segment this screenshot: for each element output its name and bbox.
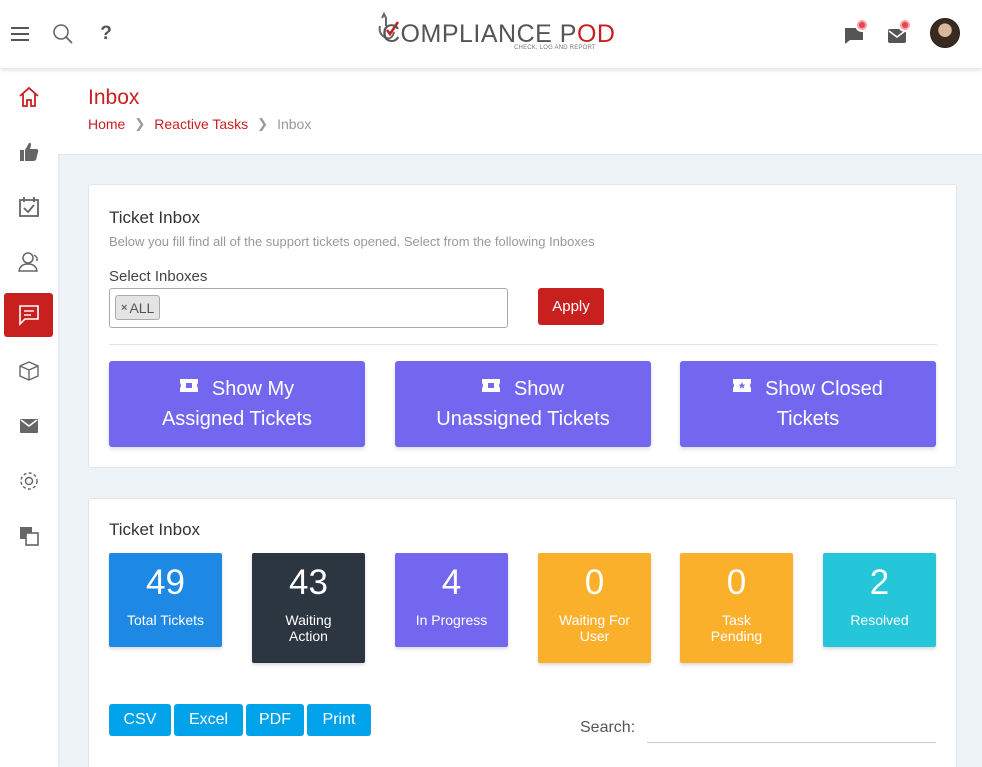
card-title: Ticket Inbox [109,208,201,227]
breadcrumb-reactive-tasks[interactable]: Reactive Tasks [154,116,249,132]
card-subtitle: Below you fill find all of the support t… [109,234,595,249]
ticket-icon [481,371,500,401]
logo-tagline: CHECK, LOG AND REPORT [514,45,596,51]
gear-icon [19,472,38,490]
card-title: Ticket Inbox [109,520,201,539]
ticket-inbox-filter-card: Ticket Inbox Below you fill find all of … [88,184,957,468]
search-label: Search: [580,719,636,736]
sidebar-item-tasks[interactable] [4,185,53,229]
sidebar [0,68,58,767]
export-excel-button[interactable]: Excel [174,704,243,736]
breadcrumb-current: Inbox [277,116,312,132]
ticket-stats-card: Ticket Inbox 49 Total Tickets 43 Waiting… [88,498,957,767]
thumbs-up-icon [19,142,38,161]
chat-bubble-icon [845,28,863,44]
chevron-right-icon: ❯ [134,116,146,131]
user-avatar[interactable] [930,18,960,48]
stat-tile-total-tickets[interactable]: 49 Total Tickets [109,553,222,647]
page-header: Inbox Home ❯ Reactive Tasks ❯ Inbox [58,68,982,155]
sidebar-item-assets[interactable] [4,349,53,393]
logo-wordmark: COMPLIANCE POD [382,20,616,48]
stat-tile-waiting-for-user[interactable]: 0 Waiting For User [538,553,651,663]
sidebar-item-home[interactable] [4,75,53,119]
sidebar-item-users[interactable] [4,240,53,284]
export-csv-button[interactable]: CSV [109,704,171,736]
sidebar-item-likes[interactable] [4,130,53,174]
show-closed-tickets-button[interactable]: Show Closed Tickets [680,361,936,447]
page-title: Inbox [88,86,140,109]
remove-tag-icon[interactable]: × [121,301,128,314]
select-inboxes-label: Select Inboxes [109,268,208,285]
stat-tile-resolved[interactable]: 2 Resolved [823,553,936,647]
show-unassigned-tickets-button[interactable]: Show Unassigned Tickets [395,361,651,447]
hamburger-menu-icon[interactable] [8,22,32,46]
ticket-star-icon [733,371,752,401]
box-icon [18,361,39,381]
notification-badge [898,18,912,32]
search-icon[interactable] [51,22,75,46]
logo-hand-icon [378,12,400,40]
mail-icon [19,419,38,433]
select-inboxes-input[interactable]: × ALL [109,288,508,328]
mail-notification-button[interactable] [885,18,915,48]
print-button[interactable]: Print [307,704,371,736]
breadcrumb-home[interactable]: Home [88,116,126,132]
breadcrumb: Home ❯ Reactive Tasks ❯ Inbox [88,116,311,132]
calendar-check-icon [18,197,39,217]
top-bar: ? COMPLIANCE POD CHECK, LOG AND REPORT [0,0,982,68]
compliance-pod-logo[interactable]: COMPLIANCE POD CHECK, LOG AND REPORT [376,12,616,56]
stat-tile-in-progress[interactable]: 4 In Progress [395,553,508,647]
chat-notification-button[interactable] [842,18,872,48]
chat-icon [18,305,39,326]
notification-badge [855,18,869,32]
help-icon[interactable]: ? [100,23,112,44]
home-icon [18,86,39,107]
mail-icon [888,29,906,43]
stat-tile-waiting-action[interactable]: 43 Waiting Action [252,553,365,663]
sidebar-item-copy[interactable] [4,514,53,558]
stat-tile-task-pending[interactable]: 0 Task Pending [680,553,793,663]
tag-label: ALL [129,299,155,316]
selected-inbox-tag: × ALL [115,295,161,320]
show-my-assigned-tickets-button[interactable]: Show My Assigned Tickets [109,361,365,447]
users-icon [17,252,38,272]
apply-button[interactable]: Apply [538,288,604,325]
search-input[interactable] [647,711,936,743]
export-pdf-button[interactable]: PDF [246,704,304,736]
sidebar-item-inbox[interactable] [4,293,53,337]
divider [109,344,937,345]
sidebar-item-messages[interactable] [4,404,53,448]
copy-icon [19,527,39,546]
ticket-icon [179,371,198,401]
chevron-right-icon: ❯ [257,116,269,131]
sidebar-item-settings[interactable] [4,459,53,503]
